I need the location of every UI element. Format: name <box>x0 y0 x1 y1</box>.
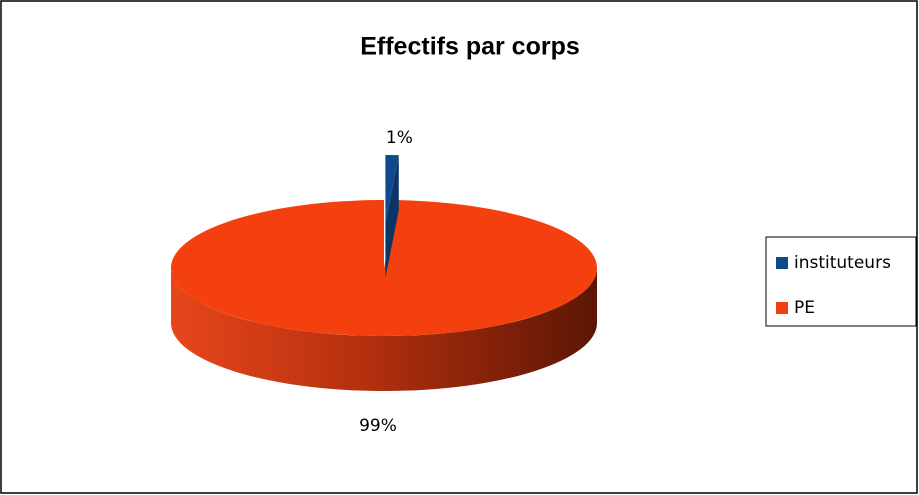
legend-swatch <box>776 302 788 314</box>
legend-box <box>765 236 917 327</box>
legend-swatch <box>776 257 788 269</box>
data-label: 99% <box>359 416 397 436</box>
data-label: 1% <box>386 128 413 148</box>
legend-label: PE <box>794 298 815 318</box>
pie-side <box>171 268 597 391</box>
pie-slice <box>385 155 399 224</box>
pie-side <box>385 155 399 279</box>
legend-label: instituteurs <box>794 253 891 273</box>
chart-title: Effectifs par corps <box>360 33 580 61</box>
pie-slice <box>170 200 597 336</box>
